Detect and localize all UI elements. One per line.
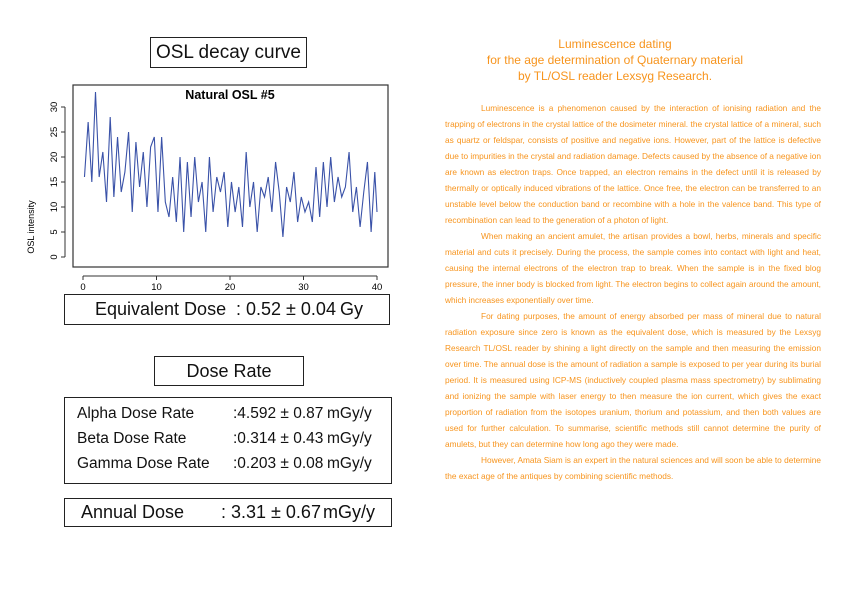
x-tick-label: 40 <box>372 282 383 292</box>
equivalent-dose-label: Equivalent Dose <box>95 299 227 319</box>
rate-unit: mGy/y <box>327 405 372 422</box>
y-tick-label: 10 <box>49 202 60 213</box>
paragraph: For dating purposes, the amount of energ… <box>445 311 821 449</box>
x-tick-label: 10 <box>151 282 162 292</box>
equivalent-dose-value: : 0.52 ± 0.04 <box>236 299 336 319</box>
y-axis-label: OSL intensity <box>26 200 36 254</box>
osl-series-line <box>83 91 378 238</box>
dose-rate-title: Dose Rate <box>154 356 304 386</box>
plot-frame <box>72 84 389 268</box>
rate-unit: mGy/y <box>327 430 372 447</box>
heading-line: by TL/OSL reader Lexsyg Research. <box>517 69 713 83</box>
annual-dose-label: Annual Dose <box>81 502 185 522</box>
annual-dose-unit: mGy/y <box>323 502 375 522</box>
rate-value: :0.203 ± 0.08 <box>233 455 324 472</box>
rate-value: :4.592 ± 0.87 <box>233 405 324 422</box>
article-body: Luminescence is a phenomenon caused by t… <box>445 100 821 484</box>
y-tick-label: 5 <box>49 229 60 234</box>
x-tick-label: 30 <box>298 282 309 292</box>
y-tick-label: 25 <box>49 127 60 138</box>
chart-title: Natural OSL #5 <box>185 88 274 102</box>
paragraph: Luminescence is a phenomenon caused by t… <box>445 103 821 225</box>
x-tick-label: 0 <box>80 282 85 292</box>
heading-line: for the age determination of Quaternary … <box>486 53 744 67</box>
dose-rates-box: Alpha Dose Rate :4.592 ± 0.87 mGy/y Beta… <box>64 397 392 484</box>
y-tick-label: 30 <box>49 102 60 113</box>
paragraph: However, Amata Siam is an expert in the … <box>445 455 821 481</box>
heading-line: Luminescence dating <box>558 37 672 51</box>
y-tick-label: 15 <box>49 177 60 188</box>
osl-decay-chart: Natural OSL #5 OSL intensity 0 10 20 30 40 0 5… <box>26 84 389 292</box>
annual-dose-value: : 3.31 ± 0.67 <box>221 502 321 522</box>
annual-dose-box: Annual Dose : 3.31 ± 0.67 mGy/y <box>64 498 392 527</box>
alpha-dose-rate-row: Alpha Dose Rate :4.592 ± 0.87 mGy/y <box>77 402 387 426</box>
rate-name: Gamma Dose Rate <box>77 455 210 472</box>
equivalent-dose-box: Equivalent Dose : 0.52 ± 0.04 Gy <box>64 294 390 325</box>
rate-value: :0.314 ± 0.43 <box>233 430 324 447</box>
paragraph: When making an ancient amulet, the artis… <box>445 231 821 305</box>
beta-dose-rate-row: Beta Dose Rate :0.314 ± 0.43 mGy/y <box>77 427 387 451</box>
gamma-dose-rate-row: Gamma Dose Rate :0.203 ± 0.08 mGy/y <box>77 452 387 476</box>
rate-name: Beta Dose Rate <box>77 430 187 447</box>
y-tick-label: 20 <box>49 152 60 163</box>
y-tick-label: 0 <box>49 254 60 259</box>
chart-section-title: OSL decay curve <box>150 37 307 68</box>
rate-name: Alpha Dose Rate <box>77 405 195 422</box>
equivalent-dose-unit: Gy <box>340 299 364 319</box>
x-tick-label: 20 <box>225 282 236 292</box>
rate-unit: mGy/y <box>327 455 372 472</box>
article-heading: Luminescence dating for the age determin… <box>430 36 800 84</box>
